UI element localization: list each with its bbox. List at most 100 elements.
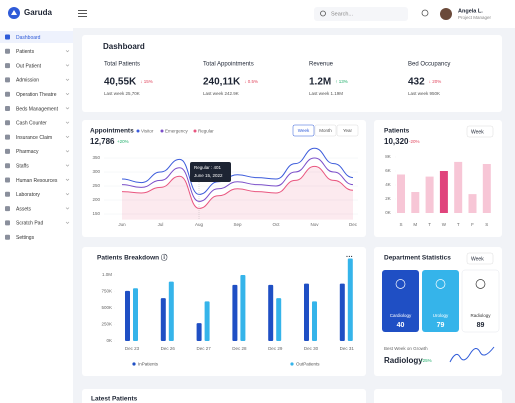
stat-last-week: Last week 25,70K — [104, 91, 140, 96]
menu-item[interactable]: Cash Counter — [16, 121, 47, 127]
menu-item[interactable]: Scratch Pad — [16, 221, 43, 227]
department-icon — [395, 279, 406, 289]
more-menu[interactable]: ··· — [346, 254, 353, 261]
menu-item[interactable]: Insurance Claim — [16, 135, 52, 141]
bar — [160, 298, 166, 341]
stat-label: Bed Occupancy — [408, 62, 450, 68]
y-tick-label: 250 — [92, 183, 100, 188]
bar — [312, 301, 317, 341]
x-tick-label: Dec 31 — [340, 346, 355, 351]
x-tick-label: Jul — [158, 222, 164, 227]
menu-item[interactable]: Patients — [16, 49, 35, 55]
menu-item[interactable]: Dashboard — [16, 35, 41, 41]
department-name: Radiology — [470, 313, 491, 318]
menu-icon — [5, 120, 10, 126]
menu-chevron — [65, 207, 70, 210]
legend-label: Emergency — [165, 129, 189, 134]
patients-total: 10,320 — [384, 137, 409, 146]
bar — [339, 283, 345, 341]
x-tick-label: Dec 23 — [125, 346, 140, 351]
department-card[interactable] — [382, 270, 419, 332]
department-name: Urology — [433, 313, 449, 318]
menu-icon — [5, 63, 10, 69]
menu-item[interactable]: Human Resources — [16, 178, 58, 184]
menu-toggle[interactable] — [78, 10, 87, 17]
x-tick-label: Dec — [349, 222, 358, 227]
department-card[interactable] — [461, 269, 500, 333]
legend-swatch — [132, 362, 136, 366]
period-dropdown[interactable] — [466, 125, 494, 138]
menu-chevron — [65, 121, 70, 124]
x-tick-label: T — [457, 222, 460, 227]
menu-icon — [5, 191, 10, 197]
hamburger-line — [78, 13, 87, 14]
period-dropdown[interactable] — [466, 252, 494, 265]
bar — [454, 161, 463, 213]
tooltip-text: June 15, 2022 — [194, 173, 223, 178]
tab[interactable] — [292, 124, 315, 137]
stat-last-week: Last week 242.9K — [203, 91, 239, 96]
tab-label: Month — [319, 128, 332, 133]
y-tick-label: 350 — [92, 155, 100, 160]
stat-change: ↑ 13% — [335, 79, 348, 84]
notification-icon[interactable] — [421, 9, 429, 17]
menu-item[interactable]: Admission — [16, 78, 39, 84]
avatar[interactable] — [440, 8, 452, 20]
x-tick-label: Jun — [118, 222, 126, 227]
growth-sparkline — [449, 346, 495, 363]
tab[interactable] — [314, 124, 337, 137]
menu-item[interactable]: Staffs — [16, 164, 29, 170]
menu-icon — [5, 48, 10, 54]
stat-value: 432 — [408, 77, 425, 88]
menu-icon — [5, 163, 10, 169]
appointments-title: Appointments — [90, 128, 134, 135]
menu-chevron — [65, 50, 70, 53]
area — [122, 166, 353, 220]
menu-item[interactable]: Pharmacy — [16, 149, 39, 155]
menu-item[interactable]: Assets — [16, 206, 32, 212]
menu-chevron — [65, 78, 70, 81]
growth-label: Best Week on Growth — [384, 346, 428, 351]
stat-label: Revenue — [309, 62, 334, 68]
menu-chevron — [65, 107, 70, 110]
bar — [425, 176, 434, 213]
stat-label: Total Patients — [104, 62, 140, 68]
x-tick-label: Oct — [272, 222, 280, 227]
menu-item[interactable]: Beds Management — [16, 106, 59, 112]
menu-item[interactable]: Settings — [16, 235, 35, 241]
department-card[interactable] — [422, 270, 459, 332]
user-name: Angela L. — [458, 8, 483, 14]
tab[interactable] — [336, 124, 359, 137]
stat-value: 240,11K — [203, 77, 241, 88]
bar — [397, 174, 405, 213]
y-tick-label: 150 — [92, 211, 100, 216]
stat-label: Total Appointments — [203, 62, 254, 68]
menu-icon — [5, 206, 10, 212]
menu-item[interactable]: Out Patient — [16, 63, 42, 69]
y-tick-label: 2K — [385, 196, 391, 201]
department-value: 89 — [477, 322, 485, 329]
x-tick-label: S — [485, 222, 488, 227]
y-tick-label: 300 — [92, 169, 100, 174]
bar — [168, 281, 174, 341]
appointments-total: 12,786 — [90, 137, 115, 146]
tooltip — [190, 162, 231, 182]
menu-chevron — [65, 135, 70, 139]
menu-icon — [5, 134, 10, 140]
x-tick-label: Dec 28 — [232, 346, 247, 351]
bar — [482, 164, 491, 213]
menu-item[interactable]: Operation Theatre — [16, 92, 57, 98]
menu-icon — [5, 34, 10, 40]
stat-change: ↓ 20% — [429, 79, 442, 84]
menu-chevron — [65, 164, 70, 167]
menu-chevron — [65, 221, 70, 224]
stat-last-week: Last week 1.19M — [309, 91, 343, 96]
bar — [268, 284, 274, 341]
legend-label: OutPatients — [296, 362, 320, 367]
legend-label: InPatients — [138, 362, 159, 367]
bar — [240, 275, 246, 341]
menu-item[interactable]: Laboratory — [16, 192, 40, 198]
line — [121, 147, 354, 195]
x-tick-label: Dec 27 — [196, 346, 211, 351]
search-box[interactable] — [314, 7, 408, 21]
